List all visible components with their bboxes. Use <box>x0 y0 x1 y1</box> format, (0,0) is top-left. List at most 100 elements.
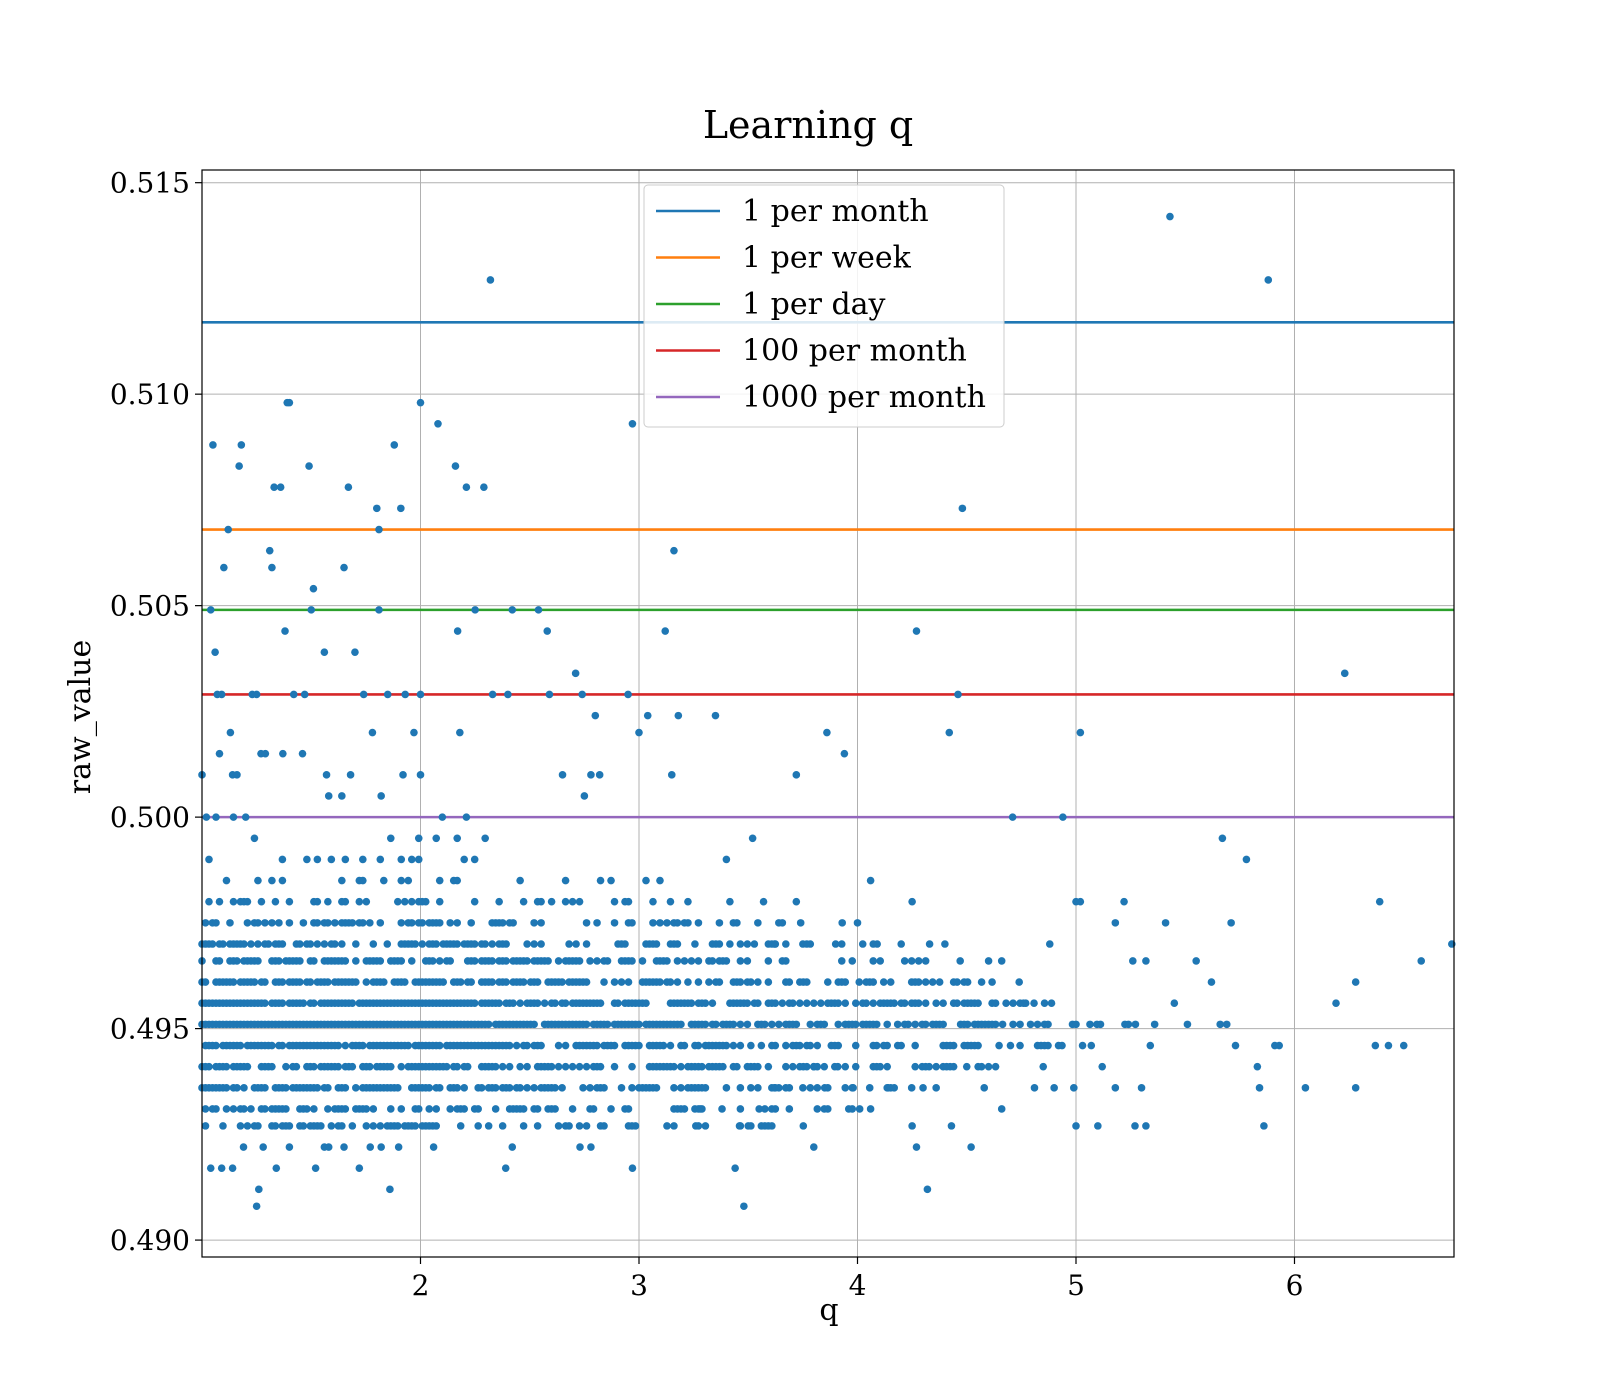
data-point <box>754 1062 762 1071</box>
data-point <box>278 978 287 986</box>
data-point <box>803 999 811 1008</box>
data-point <box>547 897 556 906</box>
data-point <box>470 897 479 906</box>
data-point <box>488 690 497 699</box>
data-point <box>429 1143 438 1151</box>
legend-box <box>643 184 1005 428</box>
data-point <box>271 897 280 906</box>
data-point <box>1142 957 1150 965</box>
data-point <box>755 1105 763 1113</box>
data-point <box>355 897 364 906</box>
scatter-points <box>198 212 1456 1211</box>
data-point <box>643 711 652 720</box>
data-point <box>1271 1041 1279 1050</box>
data-point <box>911 1041 919 1050</box>
data-point <box>446 919 455 927</box>
data-point <box>446 1105 455 1113</box>
data-point <box>837 940 846 948</box>
data-point <box>628 919 636 927</box>
data-point <box>341 1105 350 1113</box>
data-point <box>275 957 283 965</box>
data-point <box>607 1105 615 1113</box>
data-point <box>853 919 862 927</box>
data-point <box>366 1062 374 1071</box>
data-point <box>775 1020 783 1029</box>
data-point <box>212 813 220 821</box>
data-point <box>505 1062 514 1071</box>
data-point <box>279 749 287 758</box>
data-point <box>240 940 248 948</box>
data-point <box>953 999 961 1008</box>
data-point <box>768 1020 776 1029</box>
data-point <box>311 1164 320 1172</box>
data-point <box>858 940 867 948</box>
data-point <box>393 897 402 906</box>
data-point <box>736 978 745 986</box>
data-point <box>407 957 416 965</box>
data-point <box>1111 919 1120 927</box>
data-point <box>919 1084 927 1092</box>
data-point <box>743 1020 752 1029</box>
data-point <box>359 855 367 864</box>
data-point <box>523 1041 531 1050</box>
x-axis-label: q <box>819 1293 838 1328</box>
data-point <box>259 1143 267 1151</box>
data-point <box>462 813 471 821</box>
data-point <box>1216 1020 1225 1029</box>
data-point <box>338 940 346 948</box>
data-point <box>1047 999 1056 1008</box>
data-point <box>624 690 632 699</box>
data-point <box>712 1020 720 1029</box>
data-point <box>495 999 503 1008</box>
data-point <box>352 957 360 965</box>
data-point <box>344 483 353 492</box>
data-point <box>439 978 448 986</box>
data-point <box>537 919 545 927</box>
data-point <box>813 1062 822 1071</box>
data-point <box>435 919 444 927</box>
data-point <box>722 957 731 965</box>
data-point <box>338 876 346 885</box>
data-point <box>201 1105 210 1113</box>
data-point <box>1044 1020 1052 1029</box>
data-point <box>932 1084 940 1092</box>
data-point <box>736 1041 745 1050</box>
data-point <box>268 1041 276 1050</box>
data-point <box>865 1084 874 1092</box>
data-point <box>610 1041 619 1050</box>
data-point <box>366 1143 375 1151</box>
data-point <box>823 1084 832 1092</box>
data-point <box>642 876 650 885</box>
data-point <box>624 1105 633 1113</box>
data-point <box>508 606 517 614</box>
data-point <box>362 978 371 986</box>
data-point <box>718 1105 726 1113</box>
data-point <box>998 1020 1007 1029</box>
data-point <box>792 771 801 779</box>
data-point <box>1076 897 1085 906</box>
data-point <box>582 1020 591 1029</box>
data-point <box>551 999 559 1008</box>
data-point <box>400 897 409 906</box>
data-point <box>1131 1020 1140 1029</box>
data-point <box>1072 1020 1080 1029</box>
data-point <box>270 483 278 492</box>
data-point <box>610 1062 619 1071</box>
data-point <box>250 834 259 843</box>
data-point <box>324 792 333 800</box>
data-point <box>313 855 322 864</box>
data-point <box>222 1105 231 1113</box>
data-point <box>467 978 475 986</box>
data-point <box>303 1105 311 1113</box>
data-point <box>416 690 425 699</box>
data-point <box>383 940 392 948</box>
data-point <box>453 1084 462 1092</box>
data-point <box>866 1105 875 1113</box>
data-point <box>747 1084 755 1092</box>
data-point <box>324 897 332 906</box>
data-point <box>851 999 860 1008</box>
data-point <box>761 1020 769 1029</box>
data-point <box>418 940 427 948</box>
data-point <box>876 957 885 965</box>
data-point <box>418 919 427 927</box>
